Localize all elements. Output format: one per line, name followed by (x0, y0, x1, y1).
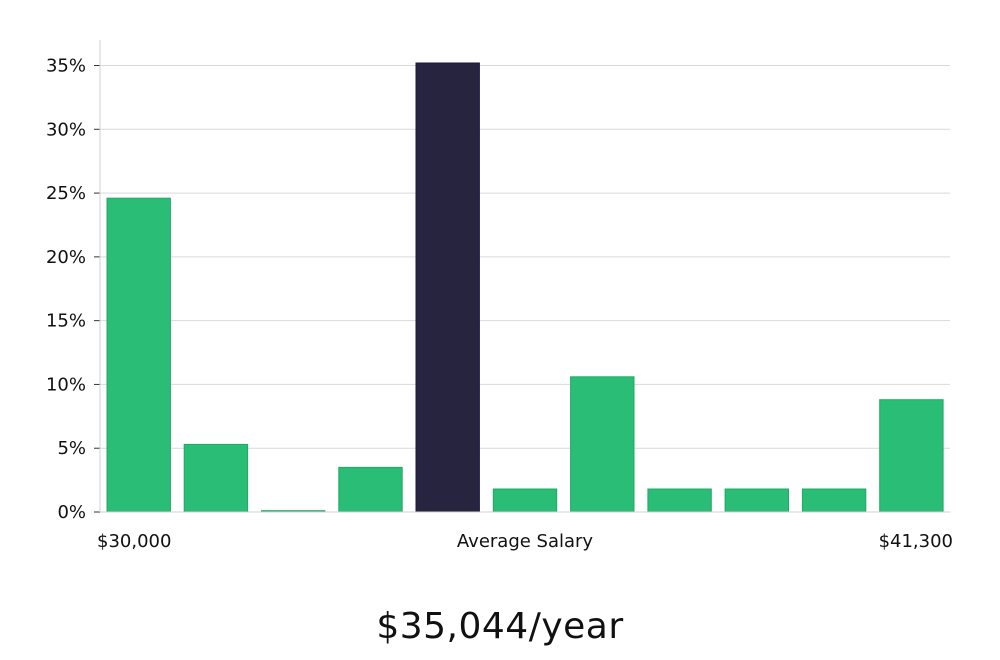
x-label-min: $30,000 (97, 531, 171, 552)
bar (183, 443, 249, 513)
chart-canvas: $30,000 Average Salary $41,300 0% 5% 10% 15… (46, 40, 953, 552)
y-tick-label: 15% (46, 311, 86, 332)
bar (492, 488, 558, 513)
axes (94, 40, 950, 513)
bar (724, 488, 789, 513)
bar-average-salary (415, 62, 480, 513)
y-tick-label: 25% (46, 183, 86, 204)
y-tick-label: 20% (46, 247, 86, 268)
bar (570, 376, 635, 513)
y-tick-label: 0% (57, 502, 86, 523)
bar (338, 466, 403, 513)
salary-histogram: $30,000 Average Salary $41,300 0% 5% 10% 15… (46, 40, 953, 552)
y-tick-label: 10% (46, 374, 86, 395)
y-tick-label: 35% (46, 56, 86, 77)
y-tick-label: 30% (46, 119, 86, 140)
x-label-max: $41,300 (879, 531, 953, 552)
bars (106, 62, 944, 513)
y-tick-label: 5% (57, 438, 86, 459)
bar (106, 197, 171, 513)
gridlines (100, 65, 950, 449)
x-label-average: Average Salary (457, 531, 594, 552)
bar (879, 399, 944, 513)
bar (801, 488, 867, 513)
tick-labels: $30,000 Average Salary $41,300 0% 5% 10% 15… (46, 56, 953, 552)
average-salary-value: $35,044/year (376, 606, 624, 647)
bar (647, 488, 712, 513)
